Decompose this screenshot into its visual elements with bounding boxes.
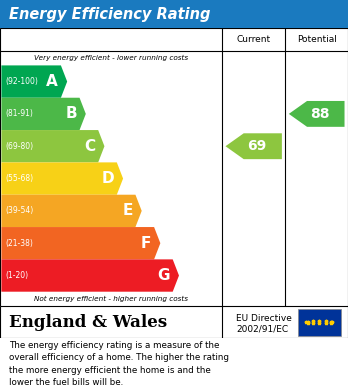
Polygon shape — [1, 195, 142, 227]
Text: The energy efficiency rating is a measure of the
overall efficiency of a home. T: The energy efficiency rating is a measur… — [9, 341, 229, 387]
Text: (1-20): (1-20) — [6, 271, 29, 280]
Text: EU Directive: EU Directive — [236, 314, 292, 323]
Text: Energy Efficiency Rating: Energy Efficiency Rating — [9, 7, 210, 22]
Text: C: C — [84, 139, 95, 154]
Text: F: F — [141, 236, 151, 251]
Text: England & Wales: England & Wales — [9, 314, 167, 331]
Polygon shape — [1, 259, 179, 292]
Polygon shape — [1, 65, 67, 98]
Text: G: G — [157, 268, 170, 283]
Text: (81-91): (81-91) — [6, 109, 33, 118]
Text: Current: Current — [237, 35, 271, 44]
Polygon shape — [1, 227, 160, 259]
Text: Potential: Potential — [297, 35, 337, 44]
Polygon shape — [226, 133, 282, 159]
Text: Not energy efficient - higher running costs: Not energy efficient - higher running co… — [34, 296, 188, 302]
Polygon shape — [289, 101, 345, 127]
Text: (55-68): (55-68) — [6, 174, 34, 183]
Text: (39-54): (39-54) — [6, 206, 34, 215]
Polygon shape — [1, 162, 123, 195]
Text: E: E — [122, 203, 133, 219]
Text: 69: 69 — [247, 139, 266, 153]
Text: B: B — [65, 106, 77, 121]
Polygon shape — [1, 130, 104, 162]
Text: A: A — [46, 74, 58, 89]
Polygon shape — [1, 98, 86, 130]
Text: (69-80): (69-80) — [6, 142, 34, 151]
Text: 2002/91/EC: 2002/91/EC — [236, 325, 288, 334]
Bar — [298, 309, 341, 335]
Text: Very energy efficient - lower running costs: Very energy efficient - lower running co… — [34, 55, 188, 61]
Text: D: D — [101, 171, 114, 186]
Text: (92-100): (92-100) — [6, 77, 38, 86]
Text: (21-38): (21-38) — [6, 239, 33, 248]
Text: 88: 88 — [310, 107, 329, 121]
